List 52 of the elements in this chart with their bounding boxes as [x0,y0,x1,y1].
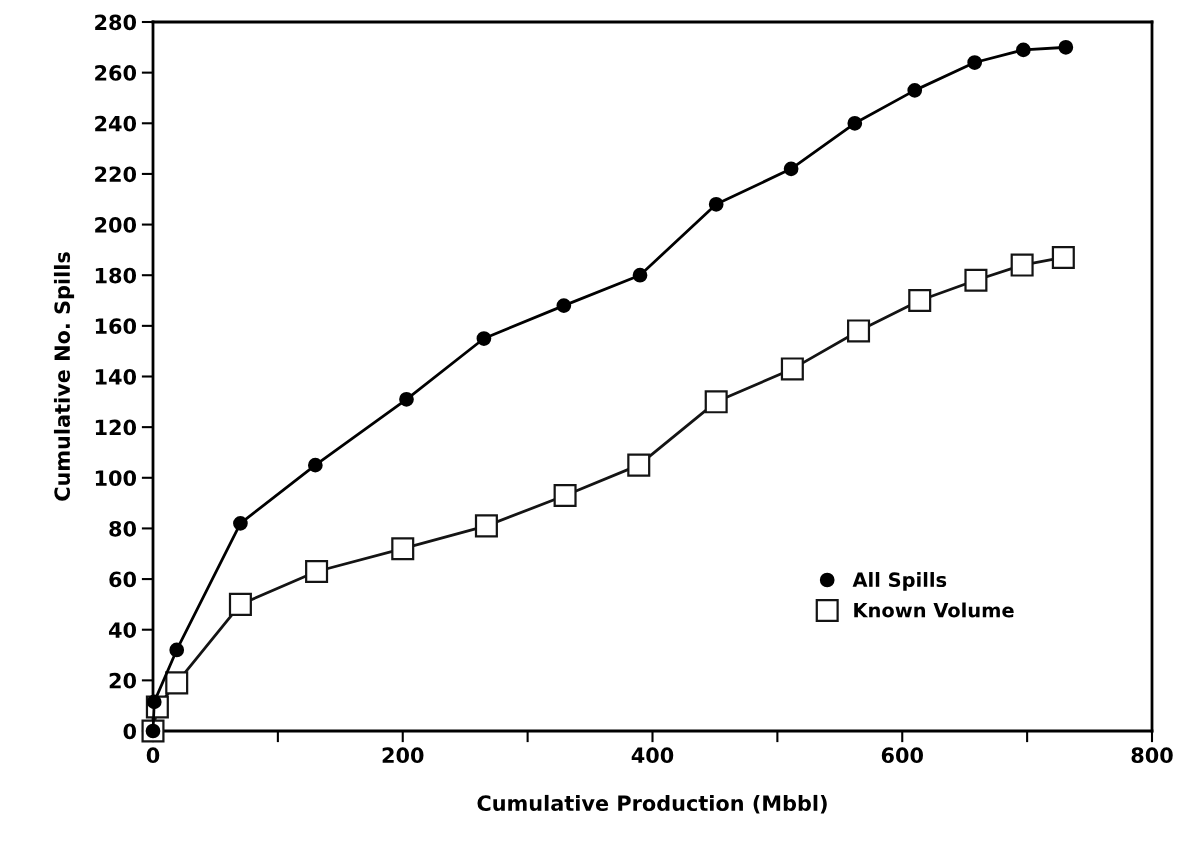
y-tick-label: 240 [95,115,137,132]
point [704,390,728,414]
y-tick-label: 200 [95,217,137,233]
x-tick-label: 200 [382,747,424,764]
y-tick-label: 80 [109,520,137,537]
point [399,391,414,407]
point [627,453,651,477]
y-tick-label: 160 [95,318,137,335]
y-tick-label: 100 [95,470,137,486]
y-tick-label: 20 [109,672,137,689]
point [233,516,248,531]
point [165,671,189,695]
point [908,289,932,313]
point [967,55,983,70]
point [1016,42,1031,58]
point [907,83,923,98]
x-tick-label: 600 [881,747,923,764]
legend-label: All Spills [852,572,947,591]
y-tick-label: 120 [95,419,137,436]
point [1058,39,1074,55]
y-axis-title: Cumulative No. Spills [53,252,75,501]
point [847,319,871,343]
point [780,357,804,381]
y-tick-label: 260 [95,65,137,81]
y-tick-label: 180 [95,267,137,284]
point [964,268,988,292]
y-tick-label: 60 [109,571,137,588]
x-axis-title: Cumulative Production (Mbbl) [477,794,827,814]
point [476,331,492,346]
x-tick-label: 400 [631,747,674,764]
y-tick-label: 220 [95,166,137,183]
y-tick-label: 40 [108,622,137,638]
point [305,559,329,583]
point [1010,253,1034,277]
point [228,592,252,616]
y-tick-label: 0 [123,723,137,740]
point [391,537,415,561]
point [632,267,648,283]
y-tick-label: 140 [95,368,137,385]
x-tick-label: 0 [146,747,160,764]
point [169,642,185,658]
y-tick-label: 280 [95,14,137,31]
point [1051,245,1075,270]
point [474,514,498,538]
point [307,457,323,473]
point [553,483,577,508]
point [783,161,799,177]
point [708,196,724,212]
x-tick-label: 800 [1131,747,1173,764]
point [556,298,572,313]
point [847,115,863,131]
legend-label: Known Volume [854,602,1014,618]
